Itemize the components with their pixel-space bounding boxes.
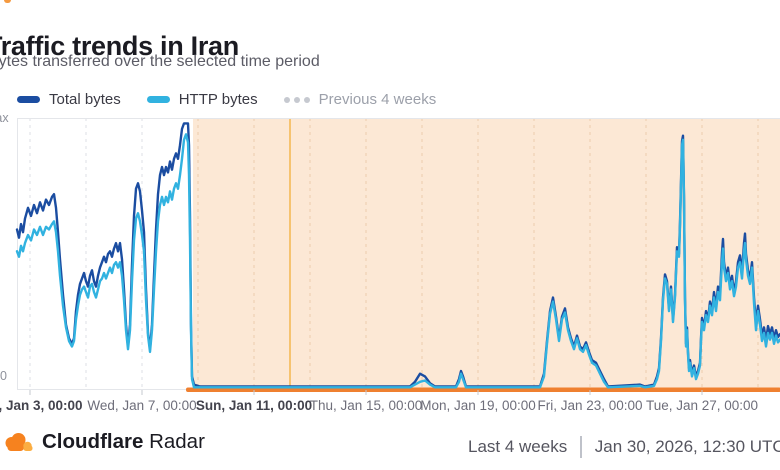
footer-divider xyxy=(580,436,582,458)
total-bytes-swatch-icon xyxy=(17,96,40,103)
legend-label: Total bytes xyxy=(49,91,121,108)
cropped-top-artifact xyxy=(4,0,11,3)
brand-name-regular: Radar xyxy=(149,430,205,453)
legend-item-total-bytes[interactable]: Total bytes xyxy=(17,91,121,108)
http-bytes-swatch-icon xyxy=(146,96,170,103)
date-range-label[interactable]: Last 4 weeks xyxy=(468,437,568,456)
cloudflare-logo-icon xyxy=(5,433,33,451)
previous-weeks-dotted-swatch-icon xyxy=(283,96,310,103)
page-title: Traffic trends in Iran xyxy=(0,31,239,62)
legend-label: Previous 4 weeks xyxy=(318,91,437,108)
legend-item-previous-4-weeks[interactable]: Previous 4 weeks xyxy=(283,91,437,108)
brand-name-bold: Cloudflare xyxy=(42,430,144,453)
cloudflare-radar-brand[interactable]: Cloudflare Radar xyxy=(2,430,205,454)
footer-meta: Last 4 weeks Jan 30, 2026, 12:30 UTC xyxy=(468,436,780,458)
chart-legend: Total bytes HTTP bytes Previous 4 weeks xyxy=(17,91,462,108)
legend-item-http-bytes[interactable]: HTTP bytes xyxy=(146,91,258,108)
y-axis-max-label: Max xyxy=(0,111,9,125)
page-subtitle: Bytes transferred over the selected time… xyxy=(0,53,320,70)
y-axis-zero-label: 0 xyxy=(0,369,7,383)
legend-label: HTTP bytes xyxy=(178,91,258,108)
timestamp-label: Jan 30, 2026, 12:30 UTC xyxy=(594,437,780,456)
